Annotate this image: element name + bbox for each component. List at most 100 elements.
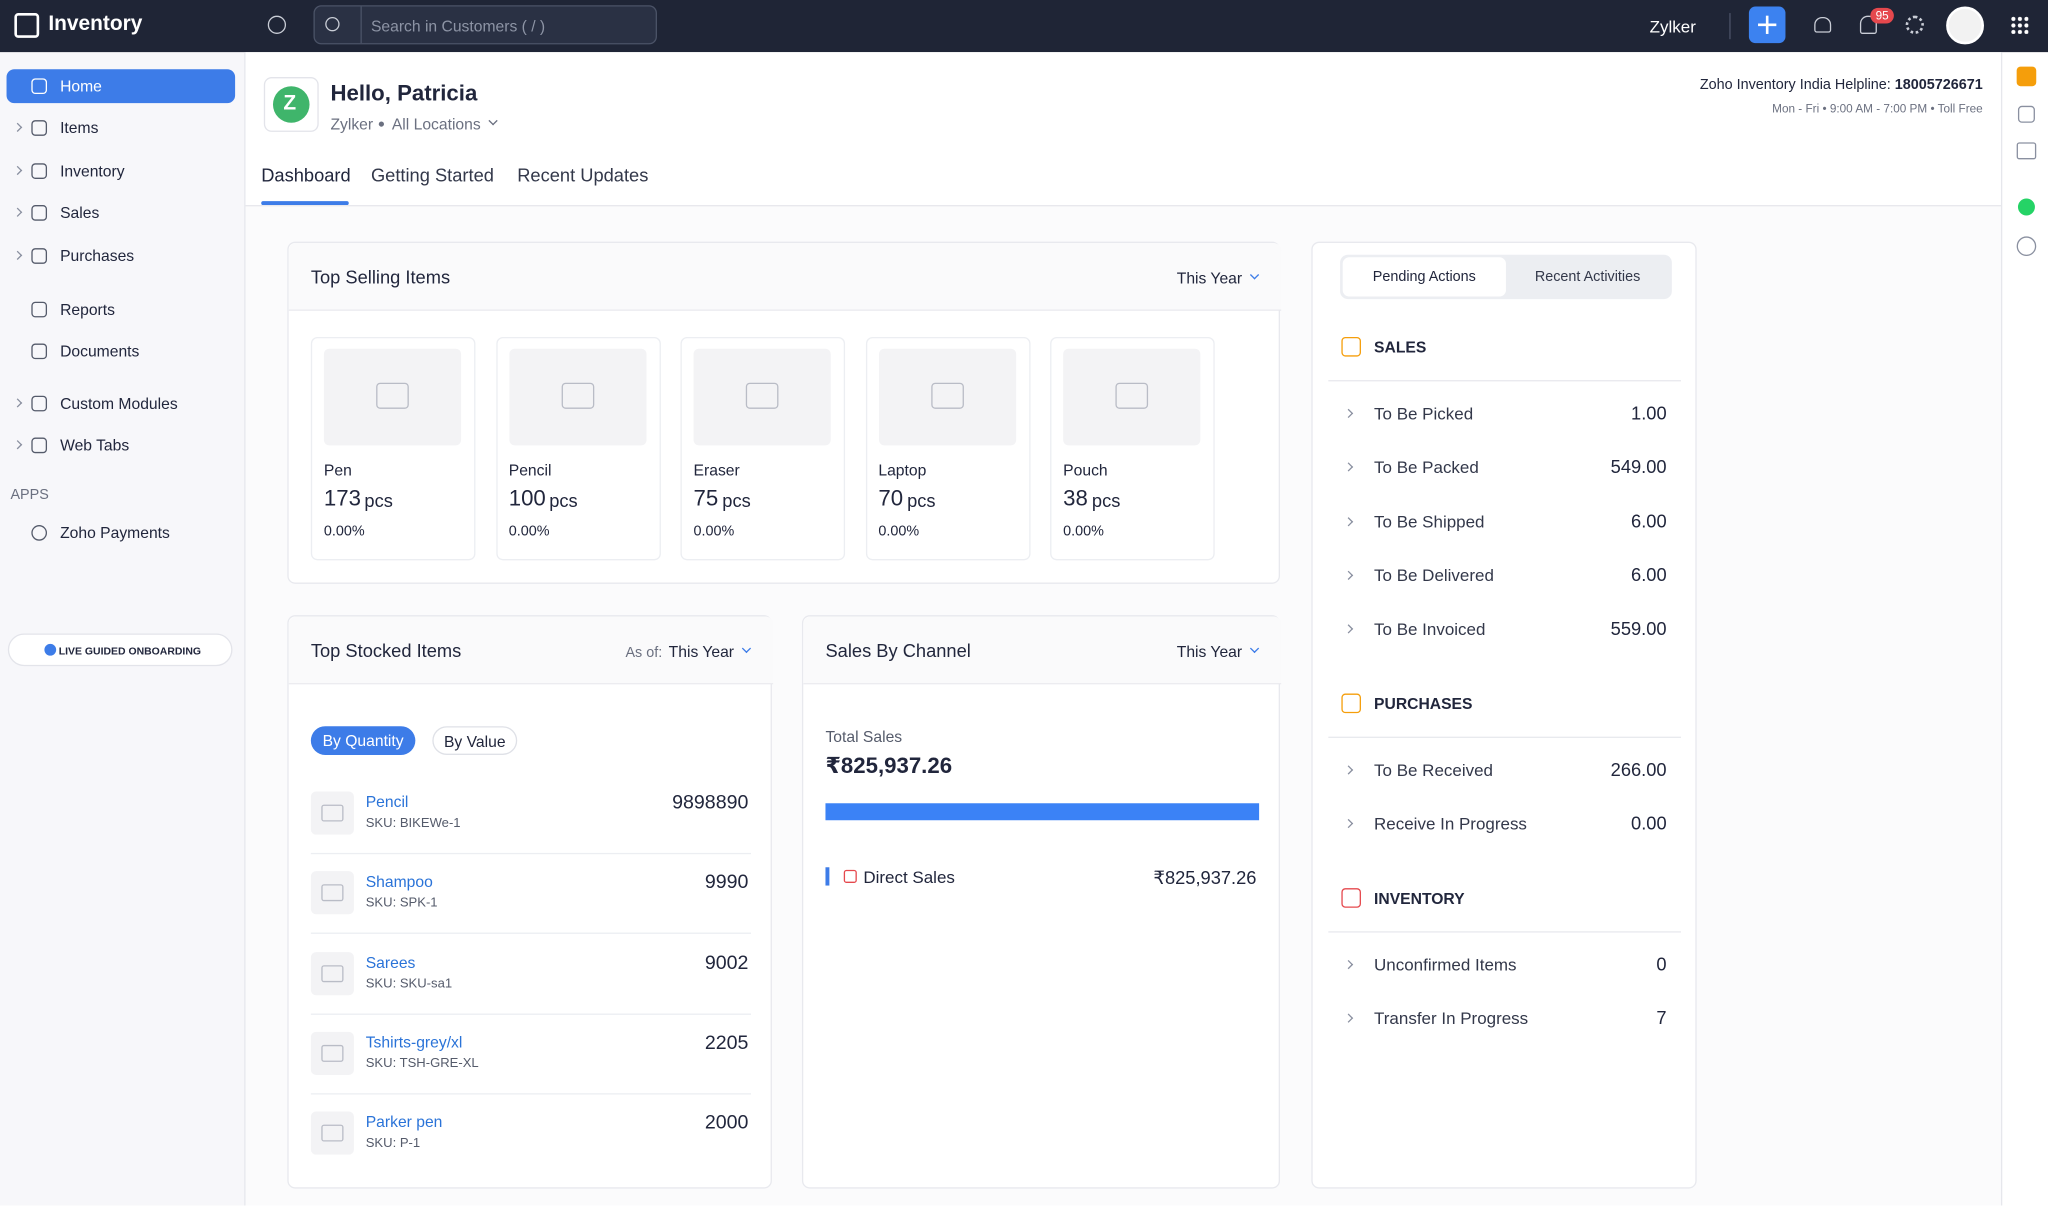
quick-create-button[interactable] (1748, 6, 1786, 44)
card: Sales By Channel This Year Total Sales ₹825… (801, 615, 1282, 1189)
chevron (13, 250, 23, 260)
image-icon (560, 382, 594, 409)
action-value: 0.00 (1631, 812, 1667, 834)
section-icon (1341, 888, 1361, 908)
segment-tab[interactable]: Pending Actions (1342, 257, 1506, 297)
card-title: Top Stocked Items (310, 639, 462, 661)
nav-item[interactable]: Inventory (7, 154, 236, 188)
action-value: 7 (1656, 1007, 1667, 1029)
item-thumb (310, 1031, 354, 1075)
notifications-icon[interactable] (1859, 15, 1877, 34)
action-value: 266.00 (1610, 758, 1667, 780)
action-row[interactable]: To Be Shipped 6.00 (1328, 504, 1681, 541)
nav-item[interactable]: Custom Modules (7, 387, 236, 421)
action-row[interactable]: To Be Invoiced 559.00 (1328, 612, 1681, 649)
support-icon[interactable] (2016, 236, 2037, 256)
whatsapp-icon[interactable] (2017, 198, 2035, 216)
nav-item[interactable]: Documents (7, 334, 236, 368)
apps-grid-icon[interactable] (2010, 15, 2029, 34)
tab[interactable]: Getting Started (370, 164, 494, 186)
action-row[interactable]: To Be Delivered 6.00 (1328, 558, 1681, 595)
action-value: 6.00 (1631, 564, 1667, 585)
help-icon[interactable] (2016, 66, 2037, 87)
tab[interactable]: Dashboard (261, 164, 351, 186)
item-thumb (310, 1111, 354, 1155)
section-title: INVENTORY (1374, 889, 1465, 908)
total-label: Total Sales (825, 727, 903, 746)
action-row[interactable]: Receive In Progress 0.00 (1328, 806, 1681, 843)
item-sku: SKU: P-1 (365, 1136, 421, 1151)
chevron (1343, 1013, 1354, 1024)
nav-item[interactable]: Zoho Payments (7, 516, 236, 550)
image-icon (321, 804, 344, 822)
action-label: Receive In Progress (1374, 814, 1527, 834)
settings-icon[interactable] (1905, 15, 1924, 34)
header: Z Hello, Patricia Zylker All Locations Zoho … (245, 52, 2001, 207)
item-card: Pen 173 pcs 0.00% (310, 336, 476, 561)
chevron (1343, 765, 1354, 775)
nav-item[interactable]: Home (6, 69, 236, 104)
item-name[interactable]: Shampoo (365, 872, 433, 892)
video-icon[interactable] (2016, 142, 2037, 160)
search-divider (360, 6, 362, 44)
action-row[interactable]: Unconfirmed Items 0 (1328, 947, 1681, 984)
channel-marker (825, 867, 830, 886)
nav-item[interactable]: Items (7, 111, 236, 145)
nav-item[interactable]: Reports (7, 293, 236, 327)
nav-icon (31, 78, 48, 95)
action-row[interactable]: To Be Packed 549.00 (1328, 450, 1681, 487)
action-row[interactable]: Transfer In Progress 7 (1328, 1001, 1681, 1038)
onboarding-button[interactable]: LIVE GUIDED ONBOARDING (7, 633, 233, 667)
org-switcher[interactable]: Zylker (1649, 16, 1696, 37)
item-name[interactable]: Parker pen (365, 1113, 443, 1132)
chevron (13, 398, 23, 408)
item-thumb (310, 951, 354, 995)
item-qty: 70 (878, 485, 904, 511)
toggle-label: By Quantity (322, 731, 404, 750)
item-name[interactable]: Pencil (365, 792, 409, 812)
search-placeholder: Search in Customers ( / ) (370, 16, 546, 36)
period-selector[interactable]: This Year (1176, 642, 1243, 661)
image-icon (321, 964, 344, 982)
item-name[interactable]: Tshirts-grey/xl (365, 1032, 463, 1052)
feedback-icon[interactable] (2017, 105, 2035, 123)
nav-item[interactable]: Purchases (7, 239, 236, 273)
users-icon[interactable] (1814, 16, 1832, 33)
period-selector[interactable]: This Year (1176, 269, 1243, 288)
helpline-number: 18005726671 (1894, 77, 1983, 93)
action-row[interactable]: To Be Received 266.00 (1328, 752, 1681, 789)
nav-item[interactable]: Web Tabs (7, 428, 236, 462)
history-icon[interactable] (267, 15, 287, 34)
action-label: To Be Shipped (1374, 511, 1485, 532)
segment-tab[interactable]: Recent Activities (1506, 257, 1669, 296)
item-qty: 9990 (704, 871, 749, 894)
tab[interactable]: Recent Updates (517, 164, 649, 186)
org-divider (1729, 13, 1731, 40)
channel-name: Direct Sales (863, 867, 955, 887)
item-name[interactable]: Sarees (365, 952, 416, 972)
card-title: Top Selling Items (310, 266, 451, 288)
location-selector[interactable]: All Locations (391, 114, 481, 134)
helpline-label: Zoho Inventory India Helpline: (1699, 77, 1891, 93)
plus-v (1765, 15, 1769, 34)
toggle-button[interactable]: By Value (432, 726, 518, 755)
nav-icon (31, 163, 48, 179)
period-selector[interactable]: This Year (668, 642, 735, 661)
image-icon (376, 382, 409, 409)
onboarding-label: LIVE GUIDED ONBOARDING (58, 645, 202, 657)
section-divider (1328, 380, 1681, 382)
image-icon (745, 382, 779, 409)
item-sku: SKU: TSH-GRE-XL (365, 1056, 479, 1071)
nav-item[interactable]: Sales (7, 196, 236, 230)
action-row[interactable]: To Be Picked 1.00 (1328, 396, 1681, 433)
nav-icon (31, 437, 48, 454)
search-box[interactable]: Search in Customers ( / ) (313, 5, 657, 45)
item-card: Laptop 70 pcs 0.00% (865, 336, 1030, 561)
app-name[interactable]: Inventory (48, 13, 143, 36)
profile-avatar[interactable] (1946, 6, 1984, 45)
toggle-button[interactable]: By Quantity (310, 726, 416, 755)
row-divider (310, 852, 752, 855)
item-name: Pouch (1063, 461, 1108, 480)
